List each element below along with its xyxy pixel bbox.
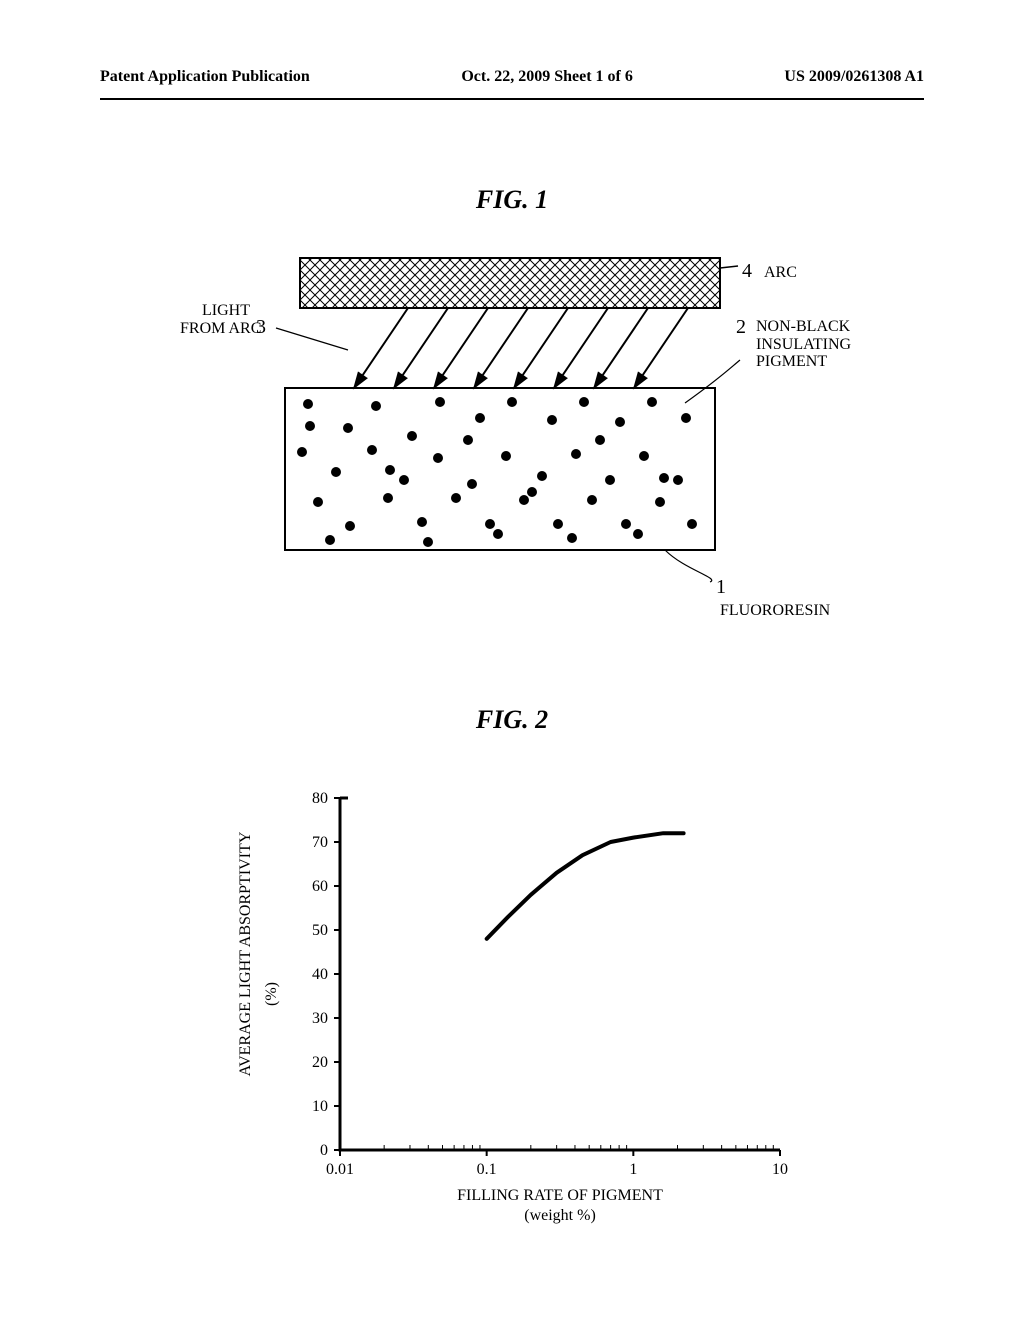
svg-text:1: 1 [629, 1161, 637, 1178]
header-rule [100, 98, 924, 100]
svg-text:10: 10 [312, 1098, 328, 1115]
svg-text:60: 60 [312, 878, 328, 895]
svg-text:70: 70 [312, 834, 328, 851]
fig1-title: FIG. 1 [0, 185, 1024, 215]
svg-text:20: 20 [312, 1054, 328, 1071]
fig1-resin-text: FLUORORESIN [720, 602, 830, 620]
header-center: Oct. 22, 2009 Sheet 1 of 6 [461, 68, 633, 86]
fig1-arc-text: ARC [764, 264, 797, 282]
fig1-svg [180, 240, 860, 660]
fig2-svg: 0 10 20 30 40 50 60 70 80 0.01 0.1 1 10 AVERAGE LIGHT… [230, 778, 850, 1248]
fig2-chart: 0 10 20 30 40 50 60 70 80 0.01 0.1 1 10 AVERAGE LIGHT… [230, 778, 850, 1248]
svg-text:50: 50 [312, 922, 328, 939]
svg-text:80: 80 [312, 790, 328, 807]
svg-text:30: 30 [312, 1010, 328, 1027]
svg-text:0.1: 0.1 [477, 1161, 497, 1178]
svg-text:(%): (%) [263, 982, 280, 1006]
svg-text:0.01: 0.01 [326, 1161, 354, 1178]
page-header: Patent Application Publication Oct. 22, … [100, 68, 924, 86]
page: Patent Application Publication Oct. 22, … [0, 0, 1024, 1320]
fig2-title: FIG. 2 [0, 705, 1024, 735]
fig1-arc-number: 4 [742, 260, 752, 282]
fig1-pigment-text: NON-BLACK INSULATING PIGMENT [756, 318, 851, 371]
header-left: Patent Application Publication [100, 68, 310, 86]
fig1-diagram: LIGHT FROM ARC 3 4 ARC 2 NON-BLACK INSUL… [180, 240, 860, 660]
fig1-pigment-number: 2 [736, 316, 746, 338]
svg-text:FILLING RATE OF PIGMENT: FILLING RATE OF PIGMENT [457, 1187, 663, 1204]
header-right: US 2009/0261308 A1 [784, 68, 924, 86]
svg-text:40: 40 [312, 966, 328, 983]
fig1-resin-number: 1 [716, 576, 726, 598]
fig1-light-from-arc-label: LIGHT FROM ARC [180, 302, 250, 337]
svg-text:AVERAGE LIGHT ABSORPTIVITY: AVERAGE LIGHT ABSORPTIVITY [237, 831, 254, 1076]
svg-text:(weight %): (weight %) [524, 1207, 596, 1224]
svg-text:0: 0 [320, 1142, 328, 1159]
svg-text:10: 10 [772, 1161, 788, 1178]
fig1-light-from-arc-number: 3 [256, 316, 266, 338]
